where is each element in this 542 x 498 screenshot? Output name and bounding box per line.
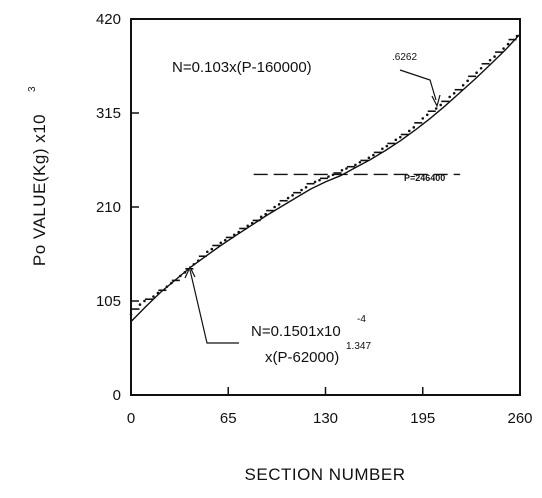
y-tick-label: 420	[96, 11, 121, 28]
data-point	[273, 205, 276, 209]
data-point	[399, 135, 402, 139]
data-point	[381, 147, 384, 151]
data-point	[345, 167, 348, 170]
data-point	[156, 291, 160, 295]
y-tick-label: 105	[96, 293, 121, 310]
data-point	[183, 271, 187, 274]
data-point	[434, 107, 438, 110]
data-point	[264, 212, 267, 216]
data-point	[143, 299, 146, 303]
data-point	[452, 92, 456, 95]
data-point	[466, 79, 469, 83]
data-point	[318, 178, 321, 182]
data-point	[304, 186, 308, 189]
data-point	[327, 175, 330, 178]
top-formula: N=0.103x(P-160000)	[172, 59, 312, 76]
bottom-formula-line1: N=0.1501x10	[251, 323, 341, 340]
data-point	[421, 117, 425, 120]
data-point	[277, 203, 281, 206]
data-point	[394, 138, 398, 142]
data-point	[407, 129, 411, 133]
data-point	[165, 285, 169, 288]
y-tick-label: 0	[113, 387, 121, 404]
fit-curve-layer	[130, 33, 521, 323]
data-point	[223, 238, 227, 242]
data-point	[246, 224, 249, 228]
data-point	[138, 303, 142, 306]
x-axis-title: SECTION NUMBER	[245, 465, 406, 484]
y-axis-title-group: Po VALUE(Kg) x10 3	[27, 86, 49, 266]
data-point	[300, 188, 303, 192]
data-point	[152, 295, 155, 298]
data-point	[461, 83, 465, 87]
y-axis-exponent: 3	[27, 86, 38, 92]
fit-curve	[130, 33, 521, 323]
x-tick-label: 260	[507, 410, 532, 427]
bottom-formula-arrow	[189, 269, 239, 344]
data-point	[506, 42, 510, 46]
data-point	[179, 274, 182, 278]
x-tick-label: 65	[220, 410, 237, 427]
data-point	[372, 153, 375, 157]
top-formula-arrowhead	[431, 94, 441, 108]
data-point	[331, 173, 335, 177]
data-point	[250, 221, 254, 225]
top-formula-exponent: .6262	[392, 52, 417, 63]
data-point	[493, 55, 496, 58]
data-point	[425, 113, 429, 117]
bottom-formula-exponent2: 1.347	[346, 341, 371, 352]
data-point	[358, 160, 362, 164]
data-point	[219, 241, 223, 245]
data-point	[210, 247, 214, 251]
data-point	[232, 233, 236, 237]
data-point	[412, 126, 416, 129]
data-point	[129, 313, 133, 316]
y-tick-label: 315	[96, 105, 121, 122]
data-point	[385, 144, 389, 148]
top-formula-arrow	[399, 69, 437, 101]
data-point	[237, 230, 241, 234]
data-point	[197, 259, 200, 263]
p-value-label: P=246400	[404, 173, 445, 183]
data-point	[170, 281, 173, 285]
data-point	[192, 262, 196, 266]
data-point	[439, 103, 443, 107]
data-point	[313, 180, 317, 184]
data-point	[340, 168, 344, 172]
bottom-formula-arrowhead	[184, 265, 196, 279]
points-layer	[129, 34, 519, 316]
y-axis-title: Po VALUE(Kg) x10	[30, 114, 49, 266]
data-point	[259, 215, 263, 219]
data-point	[475, 71, 478, 75]
x-tick-label: 130	[313, 410, 338, 427]
data-point	[291, 194, 294, 197]
data-point	[367, 156, 371, 160]
data-point	[479, 66, 483, 70]
bottom-formula-line2: x(P-62000)	[265, 349, 339, 366]
data-point	[515, 34, 519, 38]
x-tick-label: 0	[127, 410, 135, 427]
x-tick-label: 195	[410, 410, 435, 427]
ticks: 0 65 130 195 260 0 105 210 315 420	[96, 11, 533, 427]
data-point	[286, 196, 290, 200]
data-point	[448, 95, 451, 99]
data-point	[488, 58, 492, 62]
bottom-formula-exponent1: -4	[357, 314, 366, 325]
data-point	[354, 163, 357, 167]
data-point	[502, 47, 505, 50]
y-tick-label: 210	[96, 199, 121, 216]
data-point	[206, 250, 209, 254]
